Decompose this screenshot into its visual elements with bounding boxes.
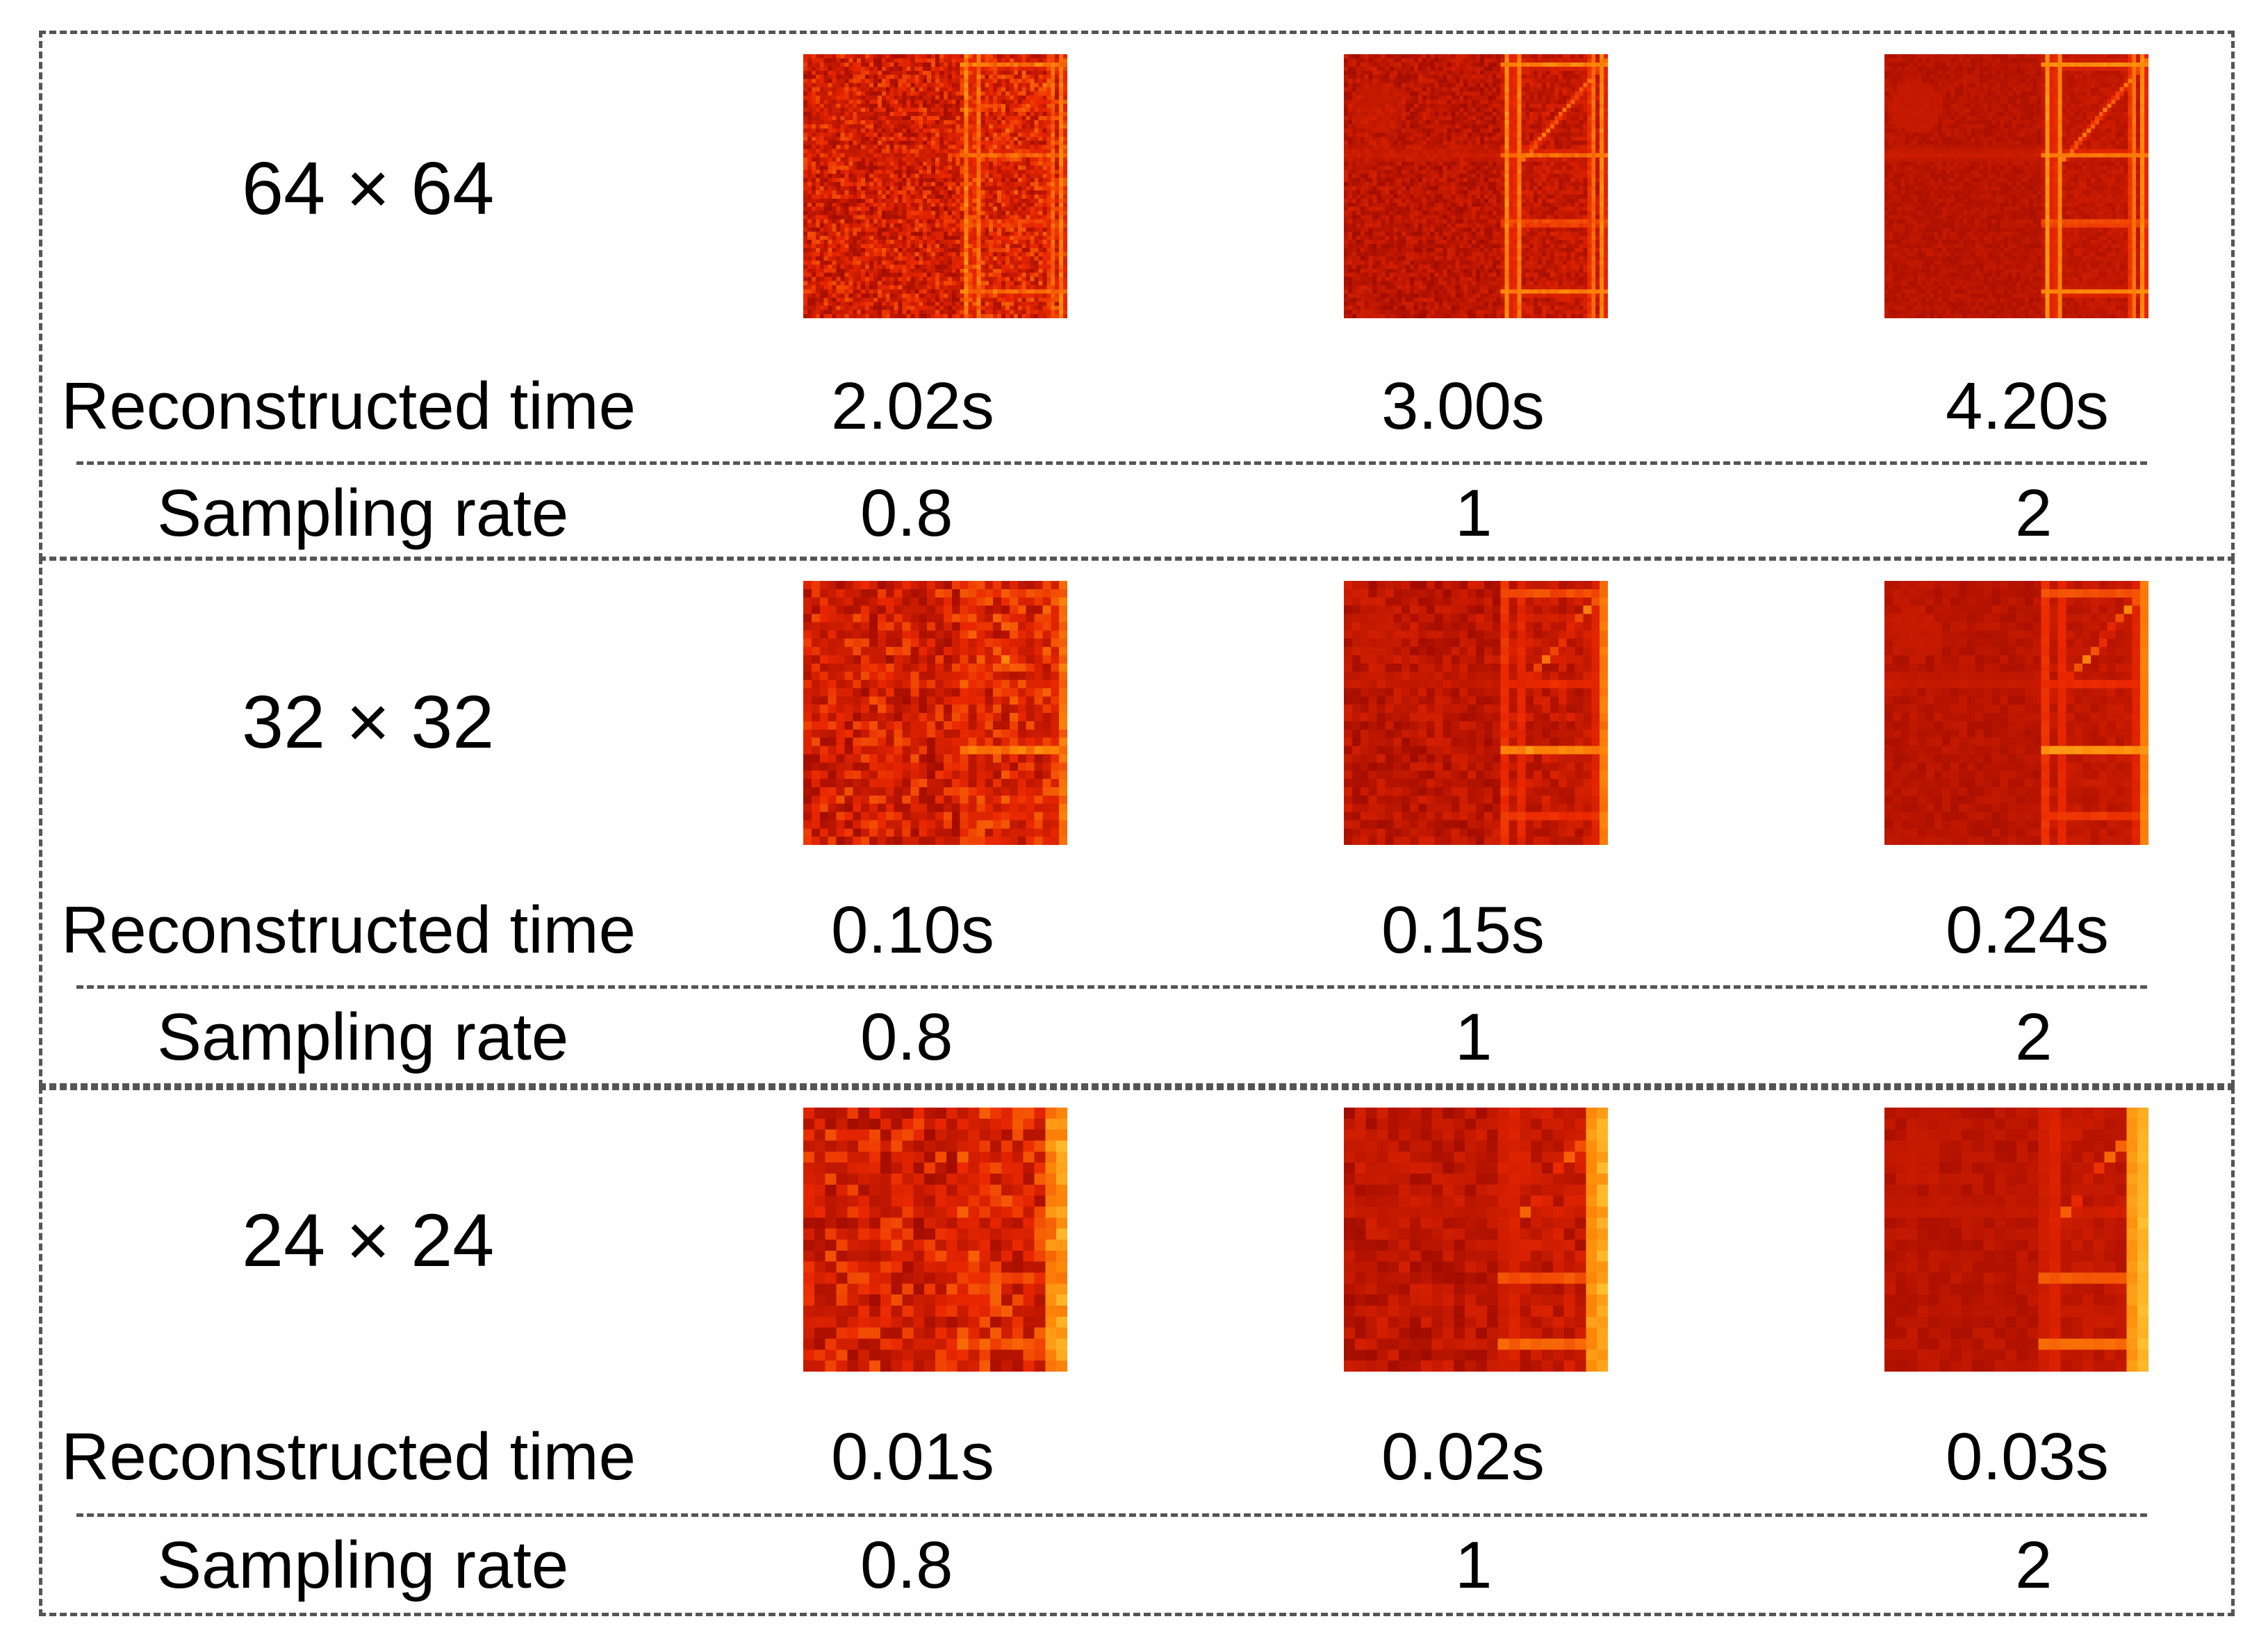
rate-label: Sampling rate <box>157 476 569 550</box>
time-label: Reconstructed time <box>61 1420 636 1494</box>
time-value: 0.15s <box>1381 893 1545 967</box>
time-label: Reconstructed time <box>61 893 636 967</box>
thumb-24-rate-0.8 <box>803 1108 1067 1372</box>
reconstruction-image <box>803 1108 1067 1372</box>
rate-label: Sampling rate <box>157 1528 569 1602</box>
reconstruction-image <box>1884 1108 2148 1372</box>
time-value: 2.02s <box>831 369 994 443</box>
reconstruction-image <box>1884 54 2148 318</box>
time-value: 0.10s <box>831 893 994 967</box>
size-label-64: 64 × 64 <box>242 146 495 230</box>
rate-value: 0.8 <box>860 1528 953 1602</box>
block-24 <box>39 1087 2235 1616</box>
rate-value: 1 <box>1455 476 1493 550</box>
block-32 <box>39 557 2235 1087</box>
rate-value: 1 <box>1455 1000 1493 1074</box>
reconstruction-image <box>1344 54 1608 318</box>
divider <box>76 985 2147 989</box>
reconstruction-image <box>1884 581 2148 845</box>
thumb-64-rate-1 <box>1344 54 1608 318</box>
thumb-64-rate-0.8 <box>803 54 1067 318</box>
reconstruction-image <box>803 581 1067 845</box>
reconstruction-image <box>1344 581 1608 845</box>
thumb-32-rate-2 <box>1884 581 2148 845</box>
thumb-64-rate-2 <box>1884 54 2148 318</box>
rate-value: 2 <box>2015 1528 2053 1602</box>
rate-value: 0.8 <box>860 476 953 550</box>
size-label-32: 32 × 32 <box>242 680 495 764</box>
time-value: 3.00s <box>1381 369 1545 443</box>
reconstruction-image <box>803 54 1067 318</box>
time-value: 0.02s <box>1381 1420 1545 1494</box>
rate-label: Sampling rate <box>157 1000 569 1074</box>
time-value: 0.03s <box>1946 1420 2109 1494</box>
time-value: 0.24s <box>1946 893 2109 967</box>
rate-value: 2 <box>2015 476 2053 550</box>
thumb-24-rate-2 <box>1884 1108 2148 1372</box>
rate-value: 0.8 <box>860 1000 953 1074</box>
divider <box>76 1513 2147 1517</box>
thumb-32-rate-1 <box>1344 581 1608 845</box>
rate-value: 2 <box>2015 1000 2053 1074</box>
reconstruction-image <box>1344 1108 1608 1372</box>
time-value: 0.01s <box>831 1420 994 1494</box>
thumb-32-rate-0.8 <box>803 581 1067 845</box>
time-label: Reconstructed time <box>61 369 636 443</box>
size-label-24: 24 × 24 <box>242 1198 495 1282</box>
divider <box>76 461 2147 465</box>
rate-value: 1 <box>1455 1528 1493 1602</box>
time-value: 4.20s <box>1946 369 2109 443</box>
thumb-24-rate-1 <box>1344 1108 1608 1372</box>
